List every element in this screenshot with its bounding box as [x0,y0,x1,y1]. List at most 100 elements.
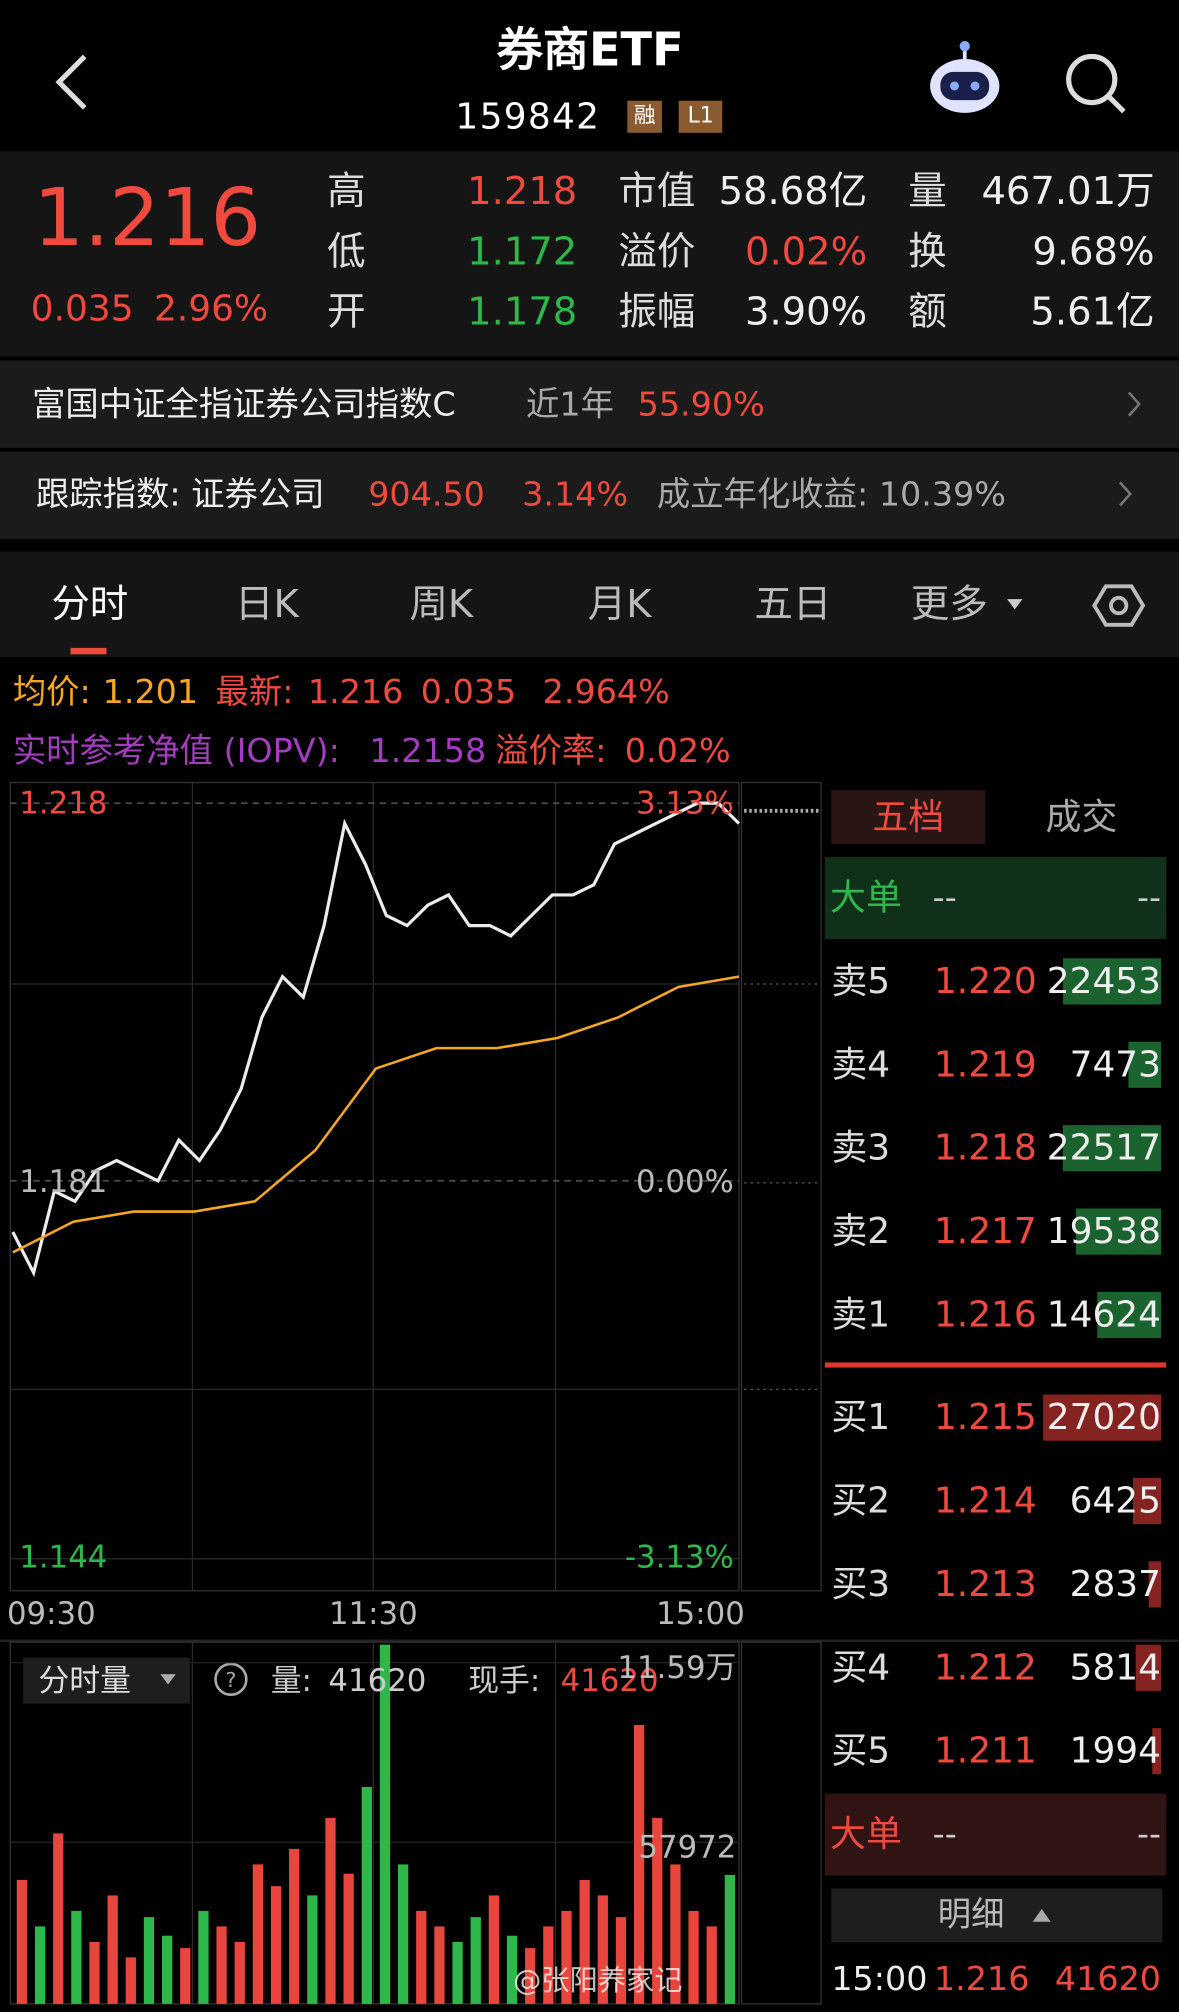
back-button[interactable] [55,54,87,110]
avg-value: 1.201 [102,673,199,713]
book-label: 卖1 [831,1293,891,1336]
volume-bar [361,1786,372,2004]
book-label: 卖4 [831,1042,891,1086]
book-volume: 22517 [1046,1126,1162,1169]
book-price: 1.219 [933,1042,1037,1086]
last-change-pct: 2.964% [542,673,670,713]
book-volume: 7473 [1069,1042,1162,1086]
volume-bar [198,1910,209,2004]
volume-bar [579,1879,590,2004]
book-price: 1.215 [933,1395,1037,1439]
chevron [1119,481,1132,507]
volume-bar [161,1935,173,2004]
volume-bar [706,1926,717,2004]
code: 159842 [455,94,601,138]
search-icon[interactable] [1066,53,1126,114]
y-tick-label: 1.144 [19,1539,108,1576]
volume-bar [143,1917,155,2004]
book-volume: 2837 [1069,1562,1162,1605]
avg-label: 均价: [12,673,91,713]
index-row[interactable] [0,451,1179,539]
last-value: 1.216 [307,673,404,713]
tab[interactable]: 周K [409,582,474,628]
x-tick-label: 09:30 [6,1595,96,1632]
book-volume: 22453 [1046,959,1162,1002]
tab-indicator [70,647,107,655]
change-pct: 2.96% [153,287,269,330]
robot-icon[interactable] [930,41,1000,113]
badge: 融 [627,100,662,133]
y-tick-label: 1.218 [19,785,108,822]
stat-label: 量 [908,169,947,215]
big-order-bg [824,1793,1167,1876]
book-price: 1.216 [933,1293,1037,1336]
trade-volume: 41620 [1054,1960,1162,1999]
tab[interactable]: 月K [587,582,652,628]
detail-label[interactable]: 明细 [937,1896,1005,1935]
help-icon[interactable] [214,1662,248,1696]
volume-bar [379,1644,391,2004]
volume-bar [71,1910,82,2004]
book-volume: 27020 [1046,1395,1162,1439]
volume-bar [16,1879,28,2004]
detail-bg[interactable] [831,1888,1163,1943]
volume-bar [180,1948,191,2004]
volume-bar [289,1848,300,2004]
last-label: 最新: [215,673,294,713]
book-tab[interactable]: 成交 [1045,795,1118,838]
stat-label: 换 [908,229,947,275]
volume-bar [470,1917,481,2004]
big-order-right: -- [1136,878,1162,918]
volume-selector[interactable]: 分时量 [38,1662,131,1699]
book-tab[interactable]: 五档 [872,795,945,838]
volume-bar [307,1895,318,2004]
volume-bar [325,1817,336,2004]
book-divider [824,1362,1167,1368]
volume-bar [216,1926,227,2004]
dropdown-arrow [1007,599,1023,610]
index-change: 3.14% [522,475,629,515]
volume-bar [343,1873,354,2004]
hand-label: 现手: [468,1662,541,1699]
pct-label: 0.00% [635,1162,734,1199]
fund-name: 富国中证全指证券公司指数C [32,386,456,425]
selector-box[interactable] [23,1657,190,1704]
book-price: 1.213 [933,1562,1037,1605]
iopv-value: 1.2158 [369,732,487,772]
volume-bar [615,1917,627,2004]
volume-bar [252,1864,264,2004]
price-line [11,801,741,1278]
tab[interactable]: 五日 [754,582,832,628]
tab[interactable]: 更多 [910,582,988,628]
index-label: 跟踪指数: 证券公司 [35,475,325,515]
annual-return: 成立年化收益: 10.39% [656,475,1007,515]
help-icon-glyph: ? [225,1668,236,1692]
volume-depth-bar [1148,1561,1162,1608]
book-price: 1.217 [933,1209,1037,1253]
last-change: 0.035 [420,673,517,713]
volume-bar [34,1926,46,2004]
stat-value: 3.90% [744,289,868,335]
volume-depth-bar [1152,1728,1162,1775]
stat-value: 1.178 [467,289,578,335]
big-order-label: 大单 [830,876,902,919]
book-volume: 5814 [1069,1645,1162,1689]
book-label: 买2 [831,1479,891,1522]
quote-panel [0,151,1179,357]
volume-depth-bar [1063,958,1162,1005]
average-line [12,975,740,1254]
tab[interactable]: 日K [234,582,299,628]
fund-row[interactable] [0,360,1179,448]
volume-value: 41620 [328,1662,427,1699]
stat-value: 467.01万 [981,169,1155,215]
settings-icon[interactable] [1092,584,1146,627]
tab-bar [0,551,1179,657]
stat-label: 溢价 [618,229,696,275]
tab[interactable]: 分时 [51,582,129,628]
side-volume [740,1641,822,2005]
book-label: 买1 [831,1395,891,1439]
premium-value: 0.02% [624,732,731,772]
stat-value: 1.172 [467,229,578,275]
fund-period: 近1年 [525,386,614,425]
